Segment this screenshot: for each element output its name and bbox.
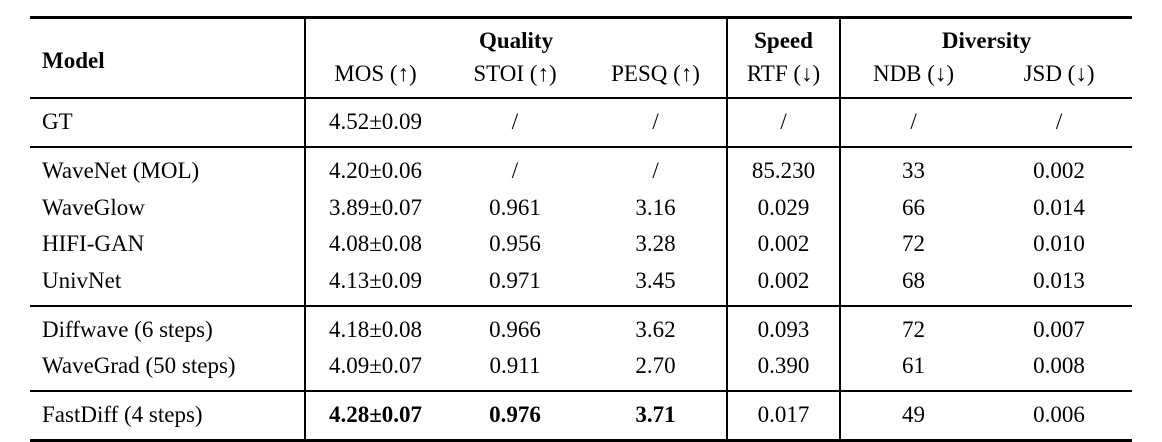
column-header-ndb: NDB (↓) xyxy=(839,57,987,100)
value-cell: 0.029 xyxy=(726,189,841,227)
value-cell: / xyxy=(986,97,1133,147)
value-cell: / xyxy=(839,97,987,147)
model-cell: WaveGrad (50 steps) xyxy=(42,353,236,379)
table-row: UnivNet 4.13±0.09 0.971 3.45 0.002 68 0.… xyxy=(30,262,1132,306)
value-cell: 68 xyxy=(839,262,987,306)
section-ground-truth: GT 4.52±0.09 / / / / / xyxy=(30,97,1133,147)
value-cell: / xyxy=(585,145,728,190)
value-cell: 3.28 xyxy=(635,231,676,257)
value-cell: 4.20±0.06 xyxy=(304,145,445,190)
value-cell: 49 xyxy=(839,389,987,441)
value-cell: 0.966 xyxy=(445,304,585,349)
table-row: WaveNet (MOL) 4.20±0.06 / / 85.230 33 0.… xyxy=(30,145,1133,190)
column-header-mos: MOS (↑) xyxy=(304,57,445,100)
value-cell: 85.230 xyxy=(726,145,841,190)
value-cell: 4.09±0.07 xyxy=(304,348,445,391)
value-cell: 33 xyxy=(839,145,987,190)
value-cell: 0.002 xyxy=(986,145,1133,190)
column-header-jsd: JSD (↓) xyxy=(986,57,1133,100)
value-cell: 61 xyxy=(839,348,987,391)
table-row: HIFI-GAN 4.08±0.08 0.956 3.28 0.002 72 0… xyxy=(30,226,1132,263)
value-cell: 3.62 xyxy=(585,304,728,349)
paper-page: Model Quality Speed Diversity MOS (↑) ST… xyxy=(30,16,1133,442)
table-header: Model Quality Speed Diversity MOS (↑) ST… xyxy=(30,17,1133,100)
model-cell: WaveNet (MOL) xyxy=(30,145,305,190)
value-cell: 0.008 xyxy=(1033,353,1085,379)
value-cell: 0.971 xyxy=(489,267,541,293)
model-cell: HIFI-GAN xyxy=(42,231,145,257)
group-header-quality: Quality xyxy=(303,17,728,58)
value-cell: 0.006 xyxy=(986,389,1133,441)
value-cell: 0.911 xyxy=(489,353,541,379)
column-header-stoi: STOI (↑) xyxy=(445,57,585,100)
value-cell: 0.093 xyxy=(726,304,841,349)
section-fastdiff: FastDiff (4 steps) 4.28±0.07 0.976 3.71 … xyxy=(30,389,1133,441)
value-cell: 3.89±0.07 xyxy=(304,189,445,227)
column-header-rtf: RTF (↓) xyxy=(726,57,841,100)
table-row: WaveGrad (50 steps) 4.09±0.07 0.911 2.70… xyxy=(30,348,1132,391)
header-column-row: MOS (↑) STOI (↑) PESQ (↑) RTF (↓) NDB (↓… xyxy=(30,57,1133,100)
value-cell: 4.08±0.08 xyxy=(304,226,445,263)
value-cell: 0.013 xyxy=(1033,267,1085,293)
group-header-speed: Speed xyxy=(726,17,841,58)
value-cell: 0.956 xyxy=(489,231,541,257)
section-conventional-vocoders: WaveNet (MOL) 4.20±0.06 / / 85.230 33 0.… xyxy=(30,145,1133,306)
value-cell: 0.017 xyxy=(726,389,841,441)
section-diffusion-vocoders: Diffwave (6 steps) 4.18±0.08 0.966 3.62 … xyxy=(30,304,1133,391)
value-cell: 3.16 xyxy=(635,194,676,220)
model-cell: GT xyxy=(30,97,305,147)
column-header-pesq: PESQ (↑) xyxy=(585,57,728,100)
value-cell: 66 xyxy=(839,189,987,227)
model-cell: WaveGlow xyxy=(42,194,145,220)
table-row: WaveGlow 3.89±0.07 0.961 3.16 0.029 66 0… xyxy=(30,189,1132,227)
value-cell: 72 xyxy=(839,304,987,349)
table-row: Diffwave (6 steps) 4.18±0.08 0.966 3.62 … xyxy=(30,304,1133,349)
value-cell: 4.28±0.07 xyxy=(304,389,445,441)
value-cell: 2.70 xyxy=(635,353,676,379)
value-cell: 0.007 xyxy=(986,304,1133,349)
model-cell: Diffwave (6 steps) xyxy=(30,304,305,349)
model-cell: FastDiff (4 steps) xyxy=(30,389,305,441)
value-cell: / xyxy=(585,97,728,147)
value-cell: / xyxy=(445,145,585,190)
column-header-model: Model xyxy=(30,17,305,100)
value-cell: 0.002 xyxy=(726,226,841,263)
table-row: FastDiff (4 steps) 4.28±0.07 0.976 3.71 … xyxy=(30,389,1133,441)
value-cell: 0.010 xyxy=(1033,231,1085,257)
table-row: GT 4.52±0.09 / / / / / xyxy=(30,97,1133,147)
value-cell: / xyxy=(445,97,585,147)
value-cell: 0.961 xyxy=(489,194,541,220)
group-header-diversity: Diversity xyxy=(839,17,1133,58)
value-cell: 72 xyxy=(839,226,987,263)
header-group-row: Model Quality Speed Diversity xyxy=(30,17,1133,100)
value-cell: / xyxy=(726,97,841,147)
results-table: Model Quality Speed Diversity MOS (↑) ST… xyxy=(30,16,1133,442)
value-cell: 0.014 xyxy=(1033,194,1085,220)
value-cell: 0.002 xyxy=(726,262,841,306)
model-cell: UnivNet xyxy=(42,267,122,293)
value-cell: 4.13±0.09 xyxy=(304,262,445,306)
value-cell: 0.390 xyxy=(726,348,841,391)
value-cell: 3.71 xyxy=(585,389,728,441)
value-cell: 0.976 xyxy=(445,389,585,441)
value-cell: 4.52±0.09 xyxy=(304,97,445,147)
value-cell: 3.45 xyxy=(635,267,676,293)
value-cell: 4.18±0.08 xyxy=(304,304,445,349)
